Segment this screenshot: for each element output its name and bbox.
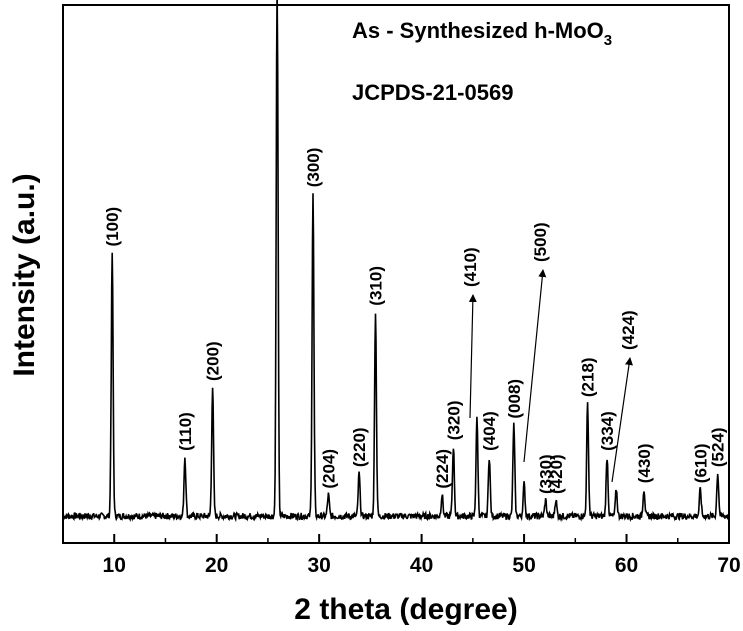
peak-label: (524): [709, 427, 728, 467]
chart-title: As - Synthesized h-MoO3: [352, 18, 612, 49]
plot-frame: [62, 4, 730, 544]
x-tick-label: 20: [205, 554, 228, 577]
x-tick-label: 10: [103, 554, 126, 577]
peak-label: (430): [635, 444, 654, 484]
chart-subtitle: JCPDS-21-0569: [352, 80, 513, 105]
y-axis-label: Intensity (a.u.): [8, 173, 41, 376]
peak-label: (410): [461, 247, 480, 287]
peak-arrow: [523, 269, 547, 463]
peak-arrow: [468, 294, 477, 419]
axes: 10 20 30 40 50 60 70: [62, 4, 741, 577]
x-tick-label: 30: [307, 554, 330, 577]
peak-label: (218): [579, 357, 598, 397]
peak-arrow: [611, 357, 633, 483]
x-tick-label: 60: [615, 554, 638, 577]
x-tick-label: 70: [717, 554, 740, 577]
peak-label: (610): [691, 444, 710, 484]
peak-label: (310): [367, 266, 386, 306]
x-tick-label: 40: [410, 554, 433, 577]
peak-label: (330): [537, 454, 556, 494]
peak-label: (220): [350, 427, 369, 467]
peak-label: (500): [531, 222, 550, 262]
peak-label: (404): [480, 411, 499, 451]
peak-label: (224): [433, 449, 452, 489]
peak-label: (334): [598, 411, 617, 451]
peak-labels: (100)(110)(200)(210)(300)(204)(220)(310)…: [103, 148, 728, 494]
peak-label: (200): [204, 341, 223, 381]
title-subscript: 3: [604, 32, 612, 49]
peak-label: (300): [304, 148, 323, 188]
peak-label: (110): [176, 412, 195, 451]
peak-label: (100): [103, 207, 122, 247]
peak-label: (008): [505, 379, 524, 419]
x-axis-label: 2 theta (degree): [294, 593, 517, 626]
peak-label: (424): [619, 310, 638, 350]
peak-label: (320): [444, 401, 463, 441]
xrd-trace: [62, 0, 730, 523]
x-tick-label: 50: [512, 554, 535, 577]
peak-label: (204): [319, 449, 338, 489]
plot-area: [62, 0, 730, 523]
peak-label: (420): [547, 454, 566, 494]
